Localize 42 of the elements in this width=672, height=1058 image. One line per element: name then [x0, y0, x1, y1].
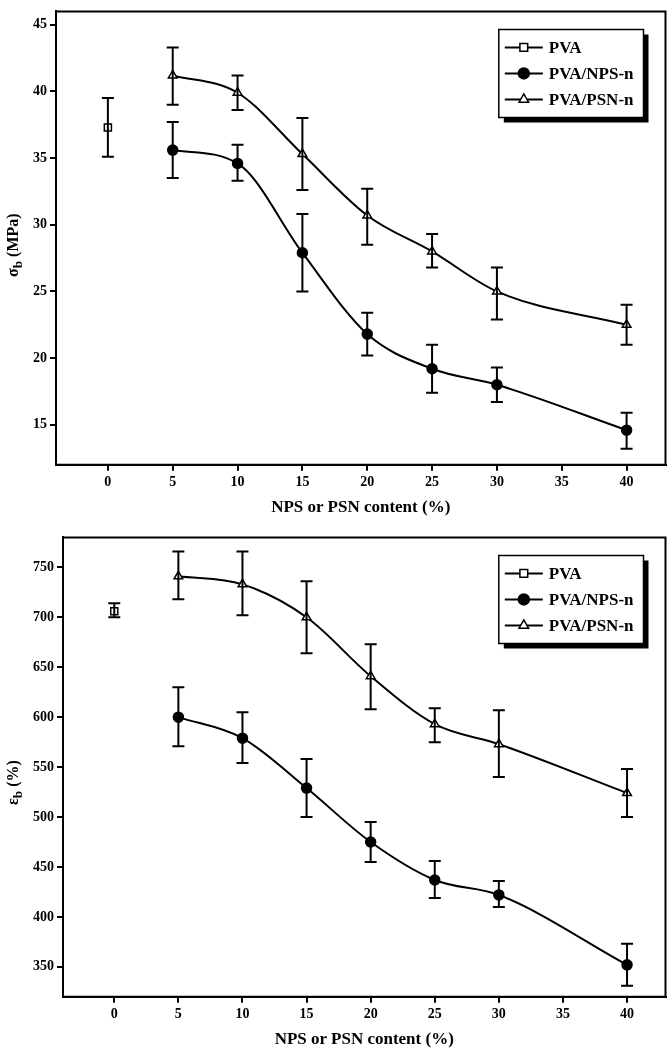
y-tick-label: 350 — [33, 958, 54, 974]
y-tick-label: 750 — [33, 558, 54, 574]
y-tick-label: 500 — [33, 808, 54, 824]
y-tick-label: 450 — [33, 858, 54, 874]
y-tick-label: 45 — [33, 16, 47, 32]
y-tick-label: 40 — [33, 83, 47, 99]
x-tick-label: 35 — [554, 473, 569, 489]
legend-label: PVA — [548, 563, 583, 583]
legend-label: PVA/PSN-n — [548, 615, 635, 635]
y-tick-label: 550 — [33, 758, 54, 774]
y-tick-label: 15 — [33, 416, 47, 432]
x-tick-label: 25 — [425, 473, 440, 489]
y-tick-label: 35 — [33, 149, 47, 165]
x-tick-label: 30 — [491, 1005, 506, 1021]
x-tick-label: 20 — [360, 473, 375, 489]
y-tick-label: 650 — [33, 658, 54, 674]
y-tick-label: 30 — [33, 216, 47, 232]
x-tick-label: 25 — [427, 1005, 442, 1021]
x-tick-label: 0 — [104, 473, 112, 489]
x-tick-label: 40 — [620, 1005, 635, 1021]
x-tick-label: 15 — [299, 1005, 314, 1021]
x-axis-title: NPS or PSN content (%) — [271, 497, 451, 517]
legend-label: PVA/NPS-n — [548, 589, 635, 609]
y-tick-label: 400 — [33, 908, 54, 924]
y-tick-label: 700 — [33, 608, 54, 624]
x-tick-label: 5 — [169, 473, 177, 489]
x-tick-label: 5 — [174, 1005, 182, 1021]
x-tick-label: 10 — [235, 1005, 250, 1021]
legend-label: PVA — [548, 37, 583, 57]
x-tick-label: 15 — [295, 473, 310, 489]
legend-label: PVA/NPS-n — [548, 63, 635, 83]
x-tick-label: 0 — [110, 1005, 118, 1021]
y-tick-label: 20 — [33, 349, 47, 365]
x-tick-label: 40 — [619, 473, 634, 489]
legend-label: PVA/PSN-n — [548, 89, 635, 109]
y-tick-label: 600 — [33, 708, 54, 724]
x-axis-title: NPS or PSN content (%) — [274, 1029, 454, 1049]
x-tick-label: 35 — [555, 1005, 570, 1021]
x-tick-label: 30 — [489, 473, 504, 489]
y-tick-label: 25 — [33, 283, 47, 299]
x-tick-label: 20 — [363, 1005, 378, 1021]
x-tick-label: 10 — [230, 473, 245, 489]
